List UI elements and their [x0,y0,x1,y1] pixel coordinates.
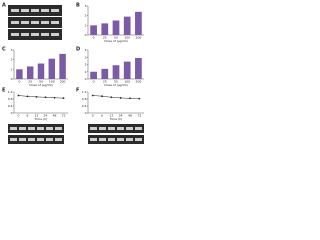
y-tick-label: 3 [11,48,13,52]
bar [112,20,120,35]
bar [135,57,142,79]
y-tick-label: 0.8 [82,97,87,101]
gel-e [8,124,64,144]
x-tick-label: 50 [39,80,43,84]
x-tick-label: 100 [124,80,130,84]
y-tick-label: 0 [11,77,13,81]
panel-label: D [76,47,80,53]
x-tick-label: 50 [114,36,118,40]
point [17,94,20,97]
y-tick-label: 2 [85,14,87,18]
y-tick-label: 3 [85,4,87,8]
y-tick-label: 1.2 [8,90,13,94]
x-tick-label: 0 [92,114,94,118]
x-tick-label: 25 [103,36,107,40]
point [35,96,38,98]
bar [112,65,120,79]
y-tick-label: 0.8 [8,97,13,101]
point [110,96,113,99]
x-tick-label: 50 [114,80,118,84]
x-tick-label: 48 [53,114,57,118]
point [129,97,131,100]
x-axis-label: Time (h) [109,117,123,121]
gel-f [88,124,144,144]
bar [101,68,109,79]
bar [90,71,97,79]
point [101,95,103,98]
y-tick-label: 0 [85,77,87,81]
y-tick-label: 3 [85,55,87,59]
panel-label: A [2,3,6,9]
x-tick-label: 48 [128,114,132,118]
y-tick-label: 0 [85,111,87,115]
x-axis-label: Dose of (μg/ml) [104,39,127,43]
y-tick-label: 0.4 [82,104,87,108]
panel-label: F [76,88,79,94]
bar [37,63,45,79]
x-axis-label: Dose of (μg/ml) [104,83,127,87]
x-tick-label: 24 [44,114,48,118]
y-tick-label: 2 [85,63,87,67]
x-tick-label: 72 [137,114,141,118]
y-tick-label: 1 [85,23,87,27]
point [26,95,29,98]
bar [101,23,109,35]
bar [123,61,131,79]
point [138,97,141,100]
y-tick-label: 4 [85,48,87,52]
y-tick-label: 0 [11,111,13,115]
x-tick-label: 6 [101,114,103,118]
point [91,94,94,97]
x-tick-label: 200 [136,36,142,40]
x-tick-label: 100 [49,80,55,84]
point [53,96,56,99]
y-tick-label: 0 [85,33,87,37]
x-tick-label: 0 [18,80,20,84]
point [44,96,47,99]
line [92,95,140,99]
point [62,97,65,100]
point [119,97,122,99]
x-tick-label: 200 [60,80,66,84]
y-tick-label: 1 [11,67,13,71]
x-tick-label: 200 [136,80,142,84]
y-tick-label: 1 [85,70,87,74]
x-tick-label: 72 [62,114,66,118]
x-axis-label: Dose of (μg/ml) [29,83,52,87]
x-tick-label: 24 [119,114,123,118]
bar [16,69,23,79]
x-tick-label: 12 [35,114,39,118]
gel-a [8,5,62,40]
x-tick-label: 25 [103,80,107,84]
bar [90,25,97,35]
x-tick-label: 25 [28,80,32,84]
x-tick-label: 6 [27,114,29,118]
x-tick-label: 0 [18,114,20,118]
panel-label: E [2,88,6,94]
panel-label: C [2,47,6,53]
x-tick-label: 0 [93,80,95,84]
y-tick-label: 0.4 [8,104,13,108]
bar [26,66,34,79]
line [18,95,64,99]
panel-label: B [76,3,80,9]
bar [135,11,142,36]
bar [48,58,56,79]
bar [59,53,66,79]
x-tick-label: 100 [124,36,130,40]
x-axis-label: Time (h) [34,117,48,121]
x-tick-label: 0 [93,36,95,40]
y-tick-label: 1.2 [82,90,87,94]
bar [123,16,131,35]
y-tick-label: 2 [11,58,13,62]
x-tick-label: 12 [109,114,113,118]
